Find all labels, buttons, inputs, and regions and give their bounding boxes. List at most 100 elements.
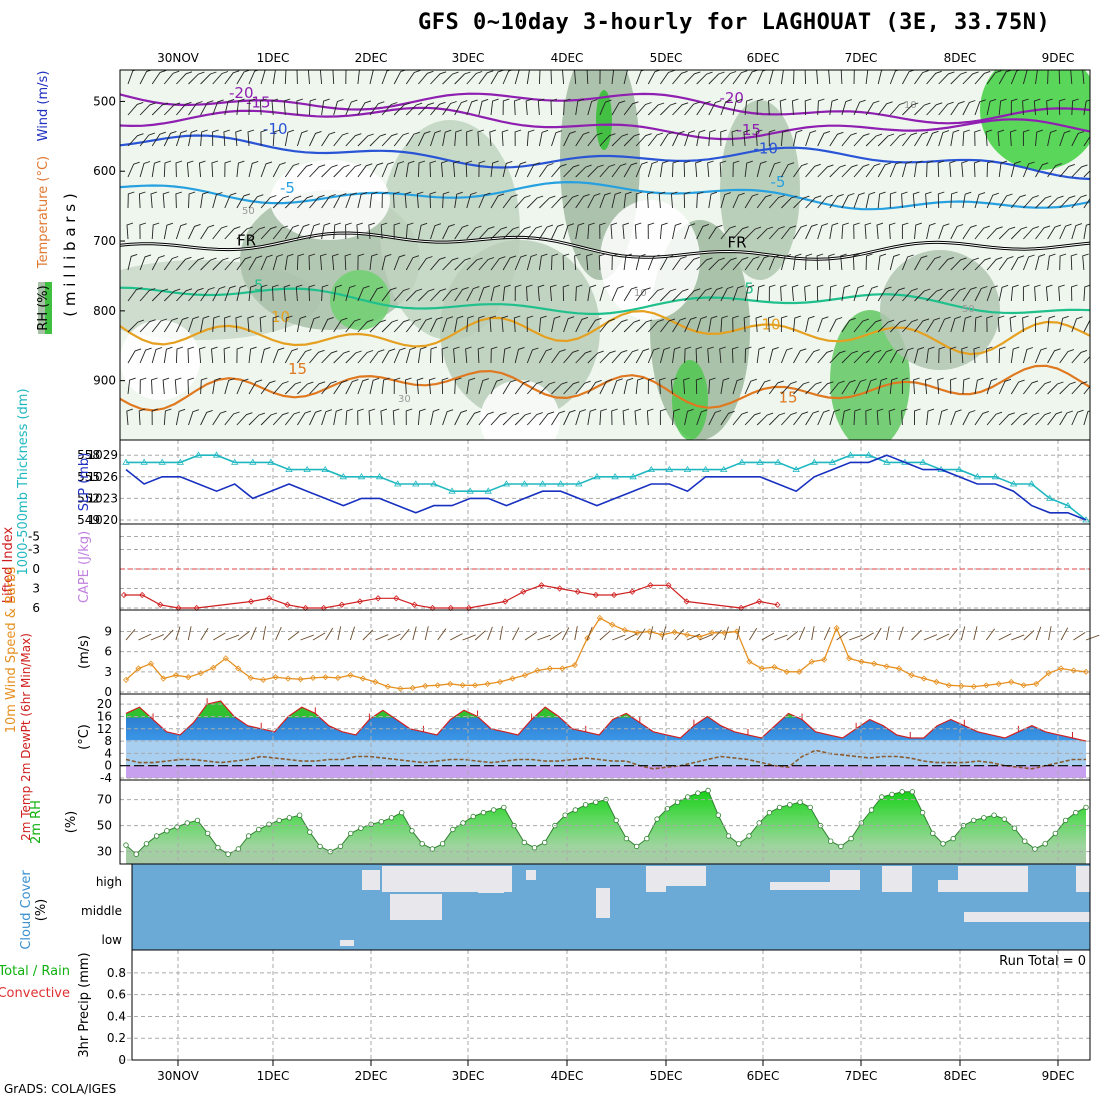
clear-sky-patch xyxy=(382,866,512,892)
wind-barb xyxy=(212,71,229,85)
wind-barb xyxy=(647,288,664,302)
wind-barb xyxy=(297,349,312,364)
rh-marker xyxy=(399,809,405,816)
wind-barb xyxy=(768,346,779,364)
wind-barb xyxy=(998,378,1012,395)
wind-barb xyxy=(720,225,736,240)
rh-marker xyxy=(133,851,139,857)
wind-barb xyxy=(321,222,331,240)
wind-barb xyxy=(478,411,494,426)
wind-barb xyxy=(635,348,650,364)
pressure-tick-label: 800 xyxy=(93,304,116,318)
surface-wind-barb xyxy=(798,626,806,641)
wind-barb xyxy=(635,287,651,302)
wind-barb xyxy=(732,378,744,395)
wind-barb xyxy=(611,191,622,209)
date-label-bottom: 7DEC xyxy=(845,1069,878,1083)
date-label-bottom: 3DEC xyxy=(452,1069,485,1083)
rh-marker xyxy=(429,846,436,852)
wind-barb xyxy=(466,410,481,426)
temp-contour xyxy=(120,364,1090,412)
wind-barb xyxy=(212,315,220,333)
surface-wind-barb xyxy=(325,627,334,641)
wind-barb xyxy=(805,410,820,426)
wind-barb xyxy=(599,379,613,395)
wind-barb xyxy=(139,222,147,240)
wind-barb xyxy=(828,253,835,271)
rh-marker xyxy=(1022,838,1028,844)
thickness-tick: 555 xyxy=(77,470,100,484)
wind-barb xyxy=(708,224,723,240)
wind-barb xyxy=(962,410,976,426)
wind-barb xyxy=(369,101,385,116)
surface-wind-barb xyxy=(349,626,356,641)
wind-barb xyxy=(356,222,364,240)
wind-barb xyxy=(247,129,255,147)
wind-barb xyxy=(829,350,846,364)
surface-wind-barb xyxy=(574,626,578,641)
wind-barb xyxy=(478,70,494,85)
wind-barb xyxy=(502,412,520,426)
pressure-tick-label: 700 xyxy=(93,234,116,248)
li-tick: -3 xyxy=(28,543,40,557)
temp-contour-label: 15 xyxy=(288,360,307,378)
wind-barb xyxy=(514,195,531,209)
surface-wind-barb xyxy=(661,626,667,641)
surface-wind-barb xyxy=(985,628,995,641)
wind-barb xyxy=(720,315,728,333)
wind-barb xyxy=(453,160,460,178)
rh-marker xyxy=(685,794,691,800)
wind-barb xyxy=(708,410,722,426)
temp-contour-label: -15 xyxy=(246,94,271,112)
wind-barb xyxy=(563,98,571,116)
wind-barb xyxy=(175,223,187,240)
wind-barb xyxy=(708,257,725,271)
wind-barb xyxy=(793,253,802,271)
wind-barb xyxy=(684,130,696,147)
lifted-index-marker xyxy=(120,591,128,599)
wind-barb xyxy=(659,377,666,395)
wind-barb xyxy=(297,163,313,178)
rh-marker xyxy=(981,815,987,821)
wind-barb xyxy=(260,412,278,426)
wind-barb xyxy=(296,253,305,271)
ylabel-2m-rh: 2m RH xyxy=(29,800,44,844)
wind-barb xyxy=(150,191,158,209)
wind-barb xyxy=(635,133,652,147)
wind-barb xyxy=(816,284,824,302)
wind-barb xyxy=(1083,170,1090,178)
wind-speed-marker xyxy=(359,675,366,682)
surface-wind-barb xyxy=(1060,627,1069,641)
lifted-index-marker xyxy=(756,598,763,605)
wind-barb xyxy=(345,318,361,333)
rh-shade xyxy=(480,380,560,440)
wind-barb xyxy=(865,319,882,333)
rh-marker xyxy=(736,841,742,847)
wind-speed-marker xyxy=(883,663,890,670)
wind-barb xyxy=(684,101,700,116)
precip-panel-frame xyxy=(131,949,1091,1061)
surface-wind-barb xyxy=(312,632,326,641)
wind-barb xyxy=(260,195,277,209)
wind-barb xyxy=(829,380,845,395)
rh-tick: 50 xyxy=(97,819,112,833)
wind-barb xyxy=(1058,284,1065,302)
wind-barb xyxy=(684,223,696,240)
wind-barb xyxy=(853,222,860,240)
wind-barb xyxy=(151,70,167,85)
temperature-line xyxy=(125,700,1087,742)
wind-barb xyxy=(1035,347,1047,364)
wind-speed-marker xyxy=(1020,682,1027,689)
clear-sky-patch xyxy=(958,866,1028,892)
wind-speed-marker xyxy=(958,682,965,690)
surface-wind-barb xyxy=(960,626,966,641)
wind-barb xyxy=(684,256,700,271)
wind-barb xyxy=(962,71,979,85)
wind-barb xyxy=(176,71,193,85)
wind-barb xyxy=(647,102,665,116)
wind-barb xyxy=(926,317,941,333)
wind-barb xyxy=(405,347,417,364)
wind-barb xyxy=(442,101,457,116)
wind-barb xyxy=(162,377,170,395)
